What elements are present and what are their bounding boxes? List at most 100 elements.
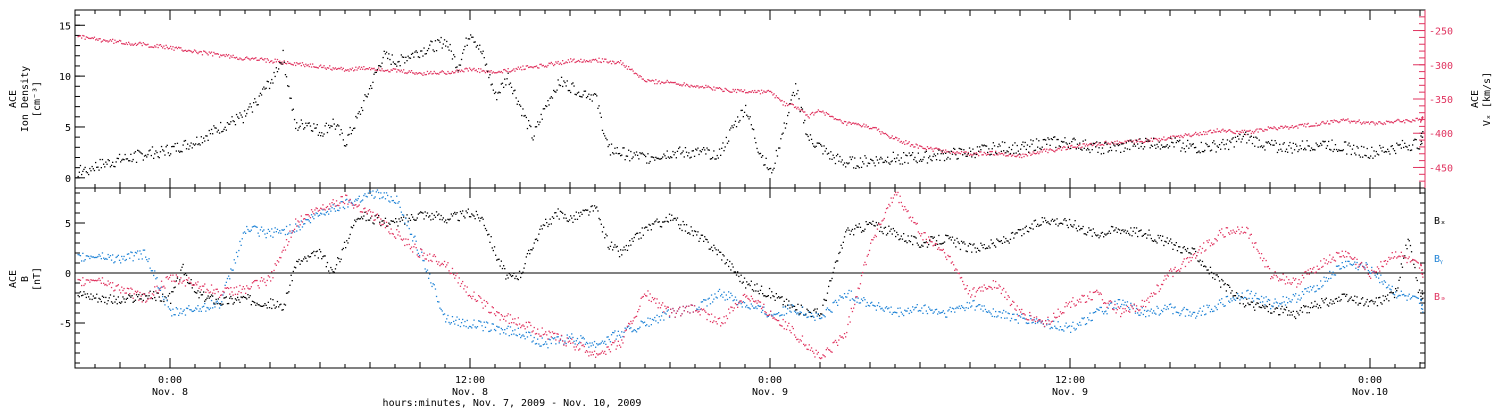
b-bx-point <box>214 303 216 305</box>
density-point <box>1205 142 1207 145</box>
velocity-point <box>565 61 567 63</box>
b-bx-point <box>680 224 682 226</box>
b-bx-point <box>200 294 202 296</box>
b-bx-point <box>1054 219 1056 221</box>
velocity-point <box>1200 133 1202 136</box>
b-bx-point <box>322 256 324 258</box>
density-point <box>355 115 357 118</box>
velocity-point <box>1253 132 1255 134</box>
velocity-point <box>846 124 848 126</box>
b-bx-point <box>1333 302 1335 304</box>
density-point <box>818 142 821 144</box>
velocity-point <box>1074 146 1076 148</box>
density-point <box>1320 142 1322 145</box>
velocity-point <box>141 44 143 47</box>
density-point <box>1340 149 1342 152</box>
density-point <box>389 58 391 61</box>
b-by-point <box>376 189 379 191</box>
density-point <box>224 126 226 128</box>
b-by-point <box>564 340 566 342</box>
density-point <box>332 118 334 120</box>
density-point <box>309 125 312 127</box>
density-point <box>579 95 581 97</box>
b-by-point <box>708 297 710 299</box>
velocity-point <box>1301 123 1304 125</box>
density-point <box>1216 145 1218 147</box>
velocity-point <box>1001 152 1004 155</box>
b-bx-point <box>482 218 484 220</box>
velocity-point <box>731 91 733 93</box>
b-bx-point <box>1055 223 1057 225</box>
density-point <box>325 122 327 124</box>
b-by-point <box>563 343 565 345</box>
b-by-point <box>149 267 151 269</box>
top-right-tick-label: -450 <box>1429 163 1453 174</box>
density-point <box>453 54 455 56</box>
b-bx-point <box>956 237 958 240</box>
b-bx-point <box>589 211 591 213</box>
velocity-point <box>1401 121 1404 123</box>
density-point <box>1291 152 1293 154</box>
velocity-point <box>535 65 538 67</box>
b-bx-point <box>893 230 896 232</box>
b-by-point <box>697 308 699 311</box>
b-bx-point <box>742 281 744 283</box>
density-point <box>829 158 831 160</box>
b-by-point <box>854 300 856 302</box>
density-point <box>858 167 860 169</box>
velocity-point <box>491 72 493 74</box>
b-bx-point <box>946 234 948 237</box>
b-bx-point <box>553 217 555 219</box>
velocity-point <box>634 72 637 74</box>
b-bx-point <box>414 219 416 221</box>
density-point <box>699 150 701 152</box>
b-bx-point <box>523 267 525 269</box>
velocity-point <box>726 89 729 91</box>
b-by-point <box>968 302 971 304</box>
b-bx-point <box>1081 228 1083 230</box>
velocity-point <box>1121 142 1123 144</box>
b-bx-point <box>824 299 826 301</box>
b-bx-point <box>1331 303 1333 305</box>
b-bx-point <box>492 249 494 252</box>
velocity-point <box>928 147 930 150</box>
b-bx-point <box>433 214 435 216</box>
b-bx-point <box>1379 296 1381 299</box>
b-bx-point <box>199 291 201 293</box>
b-bx-point <box>1259 306 1262 309</box>
density-point <box>1064 137 1066 139</box>
b-by-point <box>762 309 764 311</box>
b-by-point <box>451 316 454 318</box>
velocity-point <box>896 137 898 139</box>
density-point <box>350 133 352 135</box>
velocity-point <box>1039 151 1041 153</box>
b-bx-point <box>704 236 706 238</box>
b-by-point <box>1285 296 1288 298</box>
b-by-point <box>593 340 596 343</box>
density-point <box>373 73 375 75</box>
b-by-point <box>980 308 982 310</box>
density-point <box>1007 151 1009 153</box>
b-by-point <box>1088 319 1090 321</box>
velocity-point <box>1114 140 1116 143</box>
density-point <box>1037 146 1039 148</box>
b-bx-point <box>234 298 237 300</box>
density-point <box>262 88 264 90</box>
density-point <box>704 149 706 151</box>
b-by-point <box>1056 328 1058 330</box>
density-point <box>1376 153 1379 155</box>
b-bx-point <box>110 301 113 303</box>
b-by-point <box>418 254 421 257</box>
density-point <box>1362 156 1364 158</box>
b-bx-point <box>1409 244 1412 247</box>
velocity-point <box>1340 119 1342 121</box>
density-point <box>218 132 221 134</box>
velocity-point <box>104 39 106 41</box>
velocity-point <box>859 124 862 127</box>
b-bx-point <box>266 307 268 309</box>
b-bx-point <box>613 246 615 248</box>
density-point <box>1049 144 1051 146</box>
density-point <box>598 105 600 107</box>
b-bx-point <box>265 304 267 306</box>
b-by-point <box>1060 329 1063 331</box>
